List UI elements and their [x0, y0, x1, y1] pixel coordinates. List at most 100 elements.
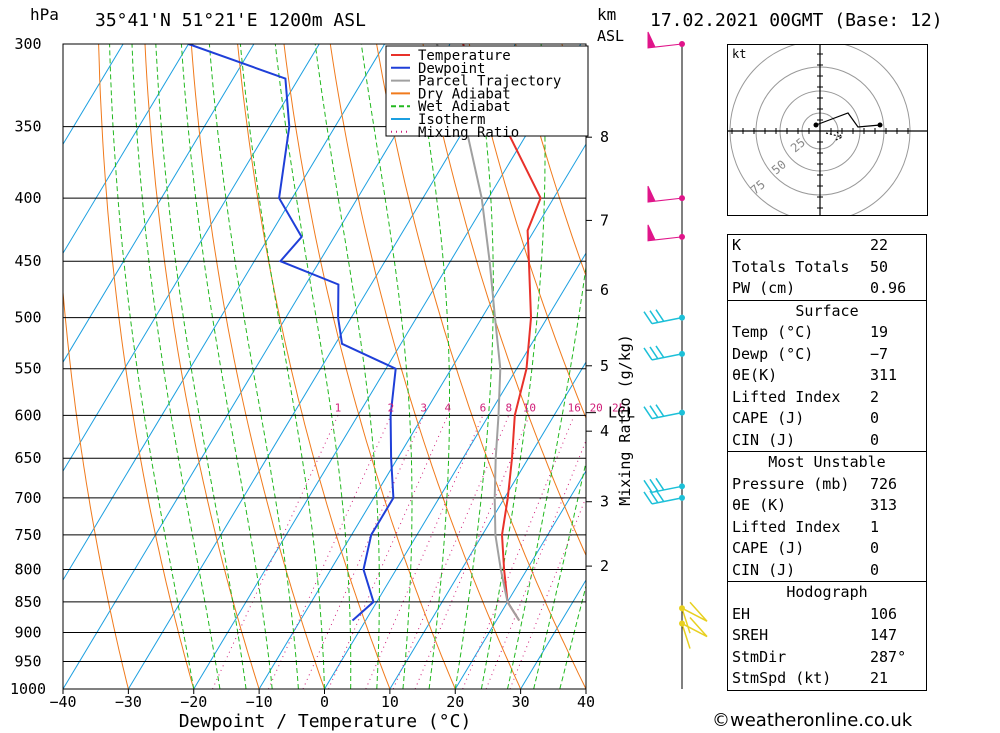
wet-adiabat-line	[360, 44, 413, 689]
pressure-tick-label: 850	[14, 593, 41, 611]
index-value: 0	[870, 430, 880, 449]
dry-adiabat-line	[190, 44, 325, 689]
x-tick-label: −10	[246, 693, 273, 711]
index-row: CAPE (J) 0	[728, 538, 926, 560]
mixing-ratio-label: 3	[420, 401, 427, 414]
general-indices: K 22 Totals Totals 50 PW (cm) 0.96	[727, 234, 927, 301]
pressure-tick-label: 400	[14, 189, 41, 207]
mixing-ratio-label: 10	[523, 401, 536, 414]
pressure-tick-label: 300	[14, 35, 41, 53]
mixing-ratio-line	[302, 415, 425, 689]
legend-label: Wet Adiabat	[418, 99, 511, 115]
index-value: −7	[870, 344, 889, 363]
wind-barb	[643, 404, 685, 420]
index-row: Pressure (mb) 726	[728, 474, 926, 496]
pressure-tick-label: 800	[14, 560, 41, 578]
section-title: Most Unstable	[768, 453, 886, 471]
mixing-ratio-label: 1	[335, 401, 342, 414]
mixing-ratio-line	[392, 415, 510, 689]
index-row: PW (cm) 0.96	[728, 278, 926, 300]
isotherm-line	[63, 44, 320, 473]
km-tick-label: 7	[600, 211, 609, 229]
wet-adiabat-line	[533, 459, 586, 689]
wind-barb	[647, 185, 685, 203]
index-value: 1	[870, 517, 880, 536]
index-value: 313	[870, 496, 898, 514]
km-label: km	[597, 5, 616, 24]
storm-motion-arrow	[825, 131, 844, 141]
dry-adiabat-line	[468, 44, 586, 420]
wet-adiabat-line	[414, 44, 450, 689]
x-tick-label: 40	[577, 693, 595, 711]
mixing-ratio-label: 25	[612, 401, 625, 414]
wet-adiabat-line	[208, 44, 299, 689]
index-label: Lifted Index	[732, 517, 841, 536]
location-title: 35°41'N 51°21'E 1200m ASL	[95, 10, 366, 31]
km-tick-label: 5	[600, 357, 609, 375]
index-value: 287°	[870, 647, 907, 666]
index-label: Temp (°C)	[732, 323, 814, 341]
hpa-label: hPa	[30, 5, 59, 24]
index-label: K	[732, 236, 742, 254]
x-tick-label: 10	[381, 693, 399, 711]
index-label: SREH	[732, 626, 769, 644]
mixing-ratio-label: 8	[505, 401, 512, 414]
dry-adiabat-line	[979, 44, 1000, 689]
hodograph-unit: kt	[732, 47, 746, 61]
index-value: 0	[870, 539, 880, 557]
index-value: 21	[870, 669, 889, 687]
index-label: EH	[732, 604, 751, 623]
index-value: 726	[870, 474, 898, 493]
index-row: K 22	[728, 235, 926, 257]
wet-adiabat-line	[155, 44, 247, 689]
mixing-ratio-label: 16	[568, 401, 581, 414]
index-value: 147	[870, 626, 898, 644]
index-value: 19	[870, 323, 889, 341]
wind-barb	[643, 309, 685, 325]
index-row: Dewp (°C) −7	[728, 344, 926, 366]
index-value: 0.96	[870, 279, 907, 297]
mixing-ratio-label: 2	[388, 401, 395, 414]
index-value: 106	[870, 604, 898, 623]
index-row: StmDir 287°	[728, 647, 926, 669]
wind-barb	[679, 601, 708, 634]
x-tick-label: 0	[320, 693, 329, 711]
pressure-tick-label: 900	[14, 624, 41, 642]
index-row: CIN (J) 0	[728, 430, 926, 452]
index-label: θE(K)	[732, 366, 778, 384]
index-value: 311	[870, 366, 898, 384]
isotherm-line	[63, 44, 386, 582]
dry-adiabat-line	[237, 44, 391, 689]
section-title: Hodograph	[786, 583, 868, 601]
km-tick-label: 3	[600, 493, 609, 511]
hodograph-ring-label: 25	[788, 135, 808, 155]
index-label: Dewp (°C)	[732, 344, 814, 363]
wet-adiabat-line	[239, 44, 325, 689]
legend-label: Mixing Ratio	[418, 125, 519, 141]
wind-barb	[643, 477, 685, 494]
index-row: SREH 147	[728, 625, 926, 647]
mixing-ratio-label: 20	[590, 401, 603, 414]
pressure-tick-label: 600	[14, 406, 41, 424]
isotherm-line	[63, 44, 255, 364]
isotherm-line	[63, 44, 451, 689]
wind-barb	[679, 617, 708, 649]
hodograph-panel: kt 25 50 75	[727, 40, 928, 222]
wet-adiabat-line	[314, 44, 380, 689]
km-tick-label: 8	[600, 128, 609, 146]
legend-label: Dry Adiabat	[418, 86, 511, 102]
mixing-ratio-line	[267, 415, 392, 689]
legend-box	[385, 45, 589, 137]
index-row: Totals Totals 50	[728, 257, 926, 279]
copyright: ©weatheronline.co.uk	[712, 710, 913, 731]
hodograph-indices: Hodograph EH 106 SREH 147 StmDir 287° StmSpd (k…	[727, 582, 927, 691]
isotherm-line	[127, 44, 516, 689]
mixing-ratio-label: 6	[480, 401, 487, 414]
dry-adiabat-line	[933, 44, 1000, 689]
index-row: Lifted Index 1	[728, 517, 926, 539]
isotherm-line	[258, 143, 586, 689]
section-title: Surface	[795, 301, 859, 320]
